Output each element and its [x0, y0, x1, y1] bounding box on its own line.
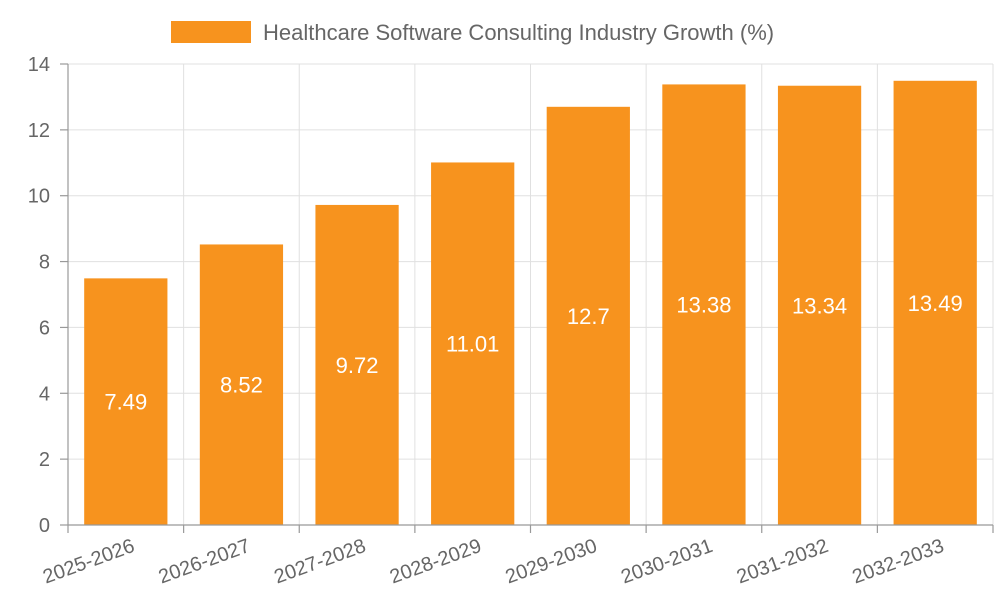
legend-label: Healthcare Software Consulting Industry … — [263, 20, 774, 45]
bar-value-label: 12.7 — [567, 304, 610, 329]
x-tick-label: 2030-2031 — [618, 535, 715, 588]
y-tick-label: 6 — [39, 317, 50, 339]
bar-2031-2032[interactable] — [777, 85, 862, 526]
x-tick-label: 2026-2027 — [156, 535, 253, 588]
axes — [60, 63, 994, 533]
bar-value-label: 7.49 — [104, 390, 147, 415]
bars: 7.49 8.52 9.72 11.01 12.7 13.38 13.34 13.49 — [84, 80, 977, 526]
bar-2028-2029[interactable] — [431, 162, 515, 525]
bar-2026-2027[interactable] — [199, 244, 284, 525]
x-tick-label: 2029-2030 — [503, 535, 600, 588]
x-tick-label: 2031-2032 — [734, 535, 831, 588]
x-tick-label: 2027-2028 — [271, 535, 368, 588]
legend-swatch — [171, 21, 251, 43]
bar-2030-2031[interactable] — [662, 84, 746, 525]
y-tick-label: 0 — [39, 515, 50, 537]
y-tick-label: 4 — [39, 383, 50, 405]
y-tick-label: 8 — [39, 252, 50, 274]
y-tick-label: 14 — [28, 54, 50, 76]
bar-value-label: 11.01 — [446, 332, 499, 357]
legend[interactable]: Healthcare Software Consulting Industry … — [171, 20, 774, 45]
y-tick-label: 2 — [39, 449, 50, 471]
bar-value-label: 13.34 — [792, 293, 847, 318]
bar-2027-2028[interactable] — [315, 204, 399, 526]
bar-2032-2033[interactable] — [893, 80, 977, 525]
bar-value-label: 13.49 — [908, 291, 963, 316]
bar-value-label: 9.72 — [336, 353, 379, 378]
bar-2029-2030[interactable] — [546, 106, 630, 526]
bar-value-label: 13.38 — [676, 293, 731, 318]
x-tick-label: 2028-2029 — [387, 535, 484, 588]
x-tick-label: 2025-2026 — [40, 535, 137, 588]
y-tick-label: 10 — [28, 186, 50, 208]
bar-2025-2026[interactable] — [84, 278, 168, 525]
y-tick-label: 12 — [28, 120, 50, 142]
bar-value-label: 8.52 — [220, 373, 263, 398]
x-tick-label: 2032-2033 — [849, 535, 946, 588]
